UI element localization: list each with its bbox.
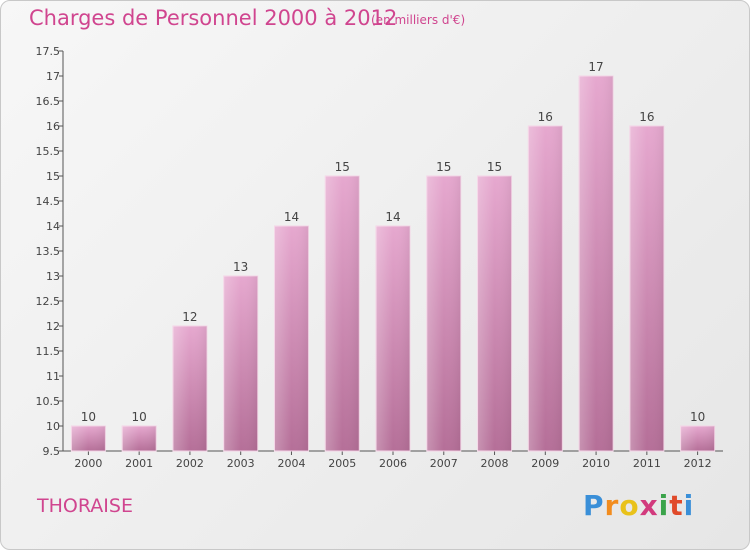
x-tick-label: 2007 <box>430 457 458 470</box>
bar-highlight <box>223 276 258 451</box>
bar-highlight <box>629 126 664 451</box>
x-tick-label: 2010 <box>582 457 610 470</box>
bar-highlight <box>528 126 563 451</box>
y-tick-label: 12.5 <box>36 295 61 308</box>
logo-letter: o <box>619 489 640 522</box>
x-tick-label: 2005 <box>328 457 356 470</box>
logo-letter: t <box>669 489 684 522</box>
y-tick-label: 13 <box>46 270 60 283</box>
bar-highlight <box>477 176 512 451</box>
logo-letter: i <box>683 489 695 522</box>
bar-highlight <box>71 426 106 451</box>
y-tick-label: 15 <box>46 170 60 183</box>
bar-highlight <box>579 76 614 451</box>
bar-highlight <box>274 226 309 451</box>
y-tick-label: 14.5 <box>36 195 61 208</box>
y-tick-label: 13.5 <box>36 245 61 258</box>
y-tick-label: 16.5 <box>36 95 61 108</box>
value-label: 16 <box>538 110 553 124</box>
bar-highlight <box>325 176 360 451</box>
bar-highlight <box>122 426 157 451</box>
value-label: 15 <box>487 160 502 174</box>
x-tick-label: 2012 <box>684 457 712 470</box>
y-tick-label: 9.5 <box>43 445 61 458</box>
y-tick-label: 10 <box>46 420 60 433</box>
y-tick-label: 15.5 <box>36 145 61 158</box>
logo-letter: x <box>639 489 659 522</box>
chart-title: Charges de Personnel 2000 à 2012 <box>29 6 398 30</box>
bar-highlight <box>172 326 207 451</box>
bar-highlight <box>426 176 461 451</box>
value-label: 10 <box>132 410 147 424</box>
x-tick-label: 2002 <box>176 457 204 470</box>
y-tick-label: 11.5 <box>36 345 61 358</box>
value-label: 13 <box>233 260 248 274</box>
y-tick-label: 16 <box>46 120 60 133</box>
y-tick-label: 17 <box>46 70 60 83</box>
x-tick-label: 2001 <box>125 457 153 470</box>
logo-letter: r <box>604 489 620 522</box>
x-tick-label: 2000 <box>74 457 102 470</box>
logo-letter: P <box>583 489 605 522</box>
value-label: 14 <box>385 210 400 224</box>
x-tick-label: 2008 <box>481 457 509 470</box>
logo-letter: i <box>658 489 670 522</box>
chart-unit: (en milliers d'€) <box>371 13 466 27</box>
x-tick-label: 2003 <box>227 457 255 470</box>
value-label: 16 <box>639 110 654 124</box>
value-label: 14 <box>284 210 299 224</box>
bar-highlight <box>680 426 715 451</box>
commune-name: THORAISE <box>37 495 133 517</box>
value-label: 12 <box>182 310 197 324</box>
value-label: 15 <box>335 160 350 174</box>
proxiti-logo: Proxiti <box>583 489 694 522</box>
value-label: 10 <box>690 410 705 424</box>
value-label: 10 <box>81 410 96 424</box>
y-tick-label: 12 <box>46 320 60 333</box>
y-tick-label: 11 <box>46 370 60 383</box>
y-tick-label: 14 <box>46 220 60 233</box>
x-tick-label: 2006 <box>379 457 407 470</box>
x-tick-label: 2011 <box>633 457 661 470</box>
y-tick-label: 10.5 <box>36 395 61 408</box>
y-tick-label: 17.5 <box>36 45 61 58</box>
x-tick-label: 2004 <box>277 457 305 470</box>
value-label: 15 <box>436 160 451 174</box>
bar-highlight <box>376 226 410 451</box>
value-label: 17 <box>588 60 603 74</box>
x-tick-label: 2009 <box>531 457 559 470</box>
